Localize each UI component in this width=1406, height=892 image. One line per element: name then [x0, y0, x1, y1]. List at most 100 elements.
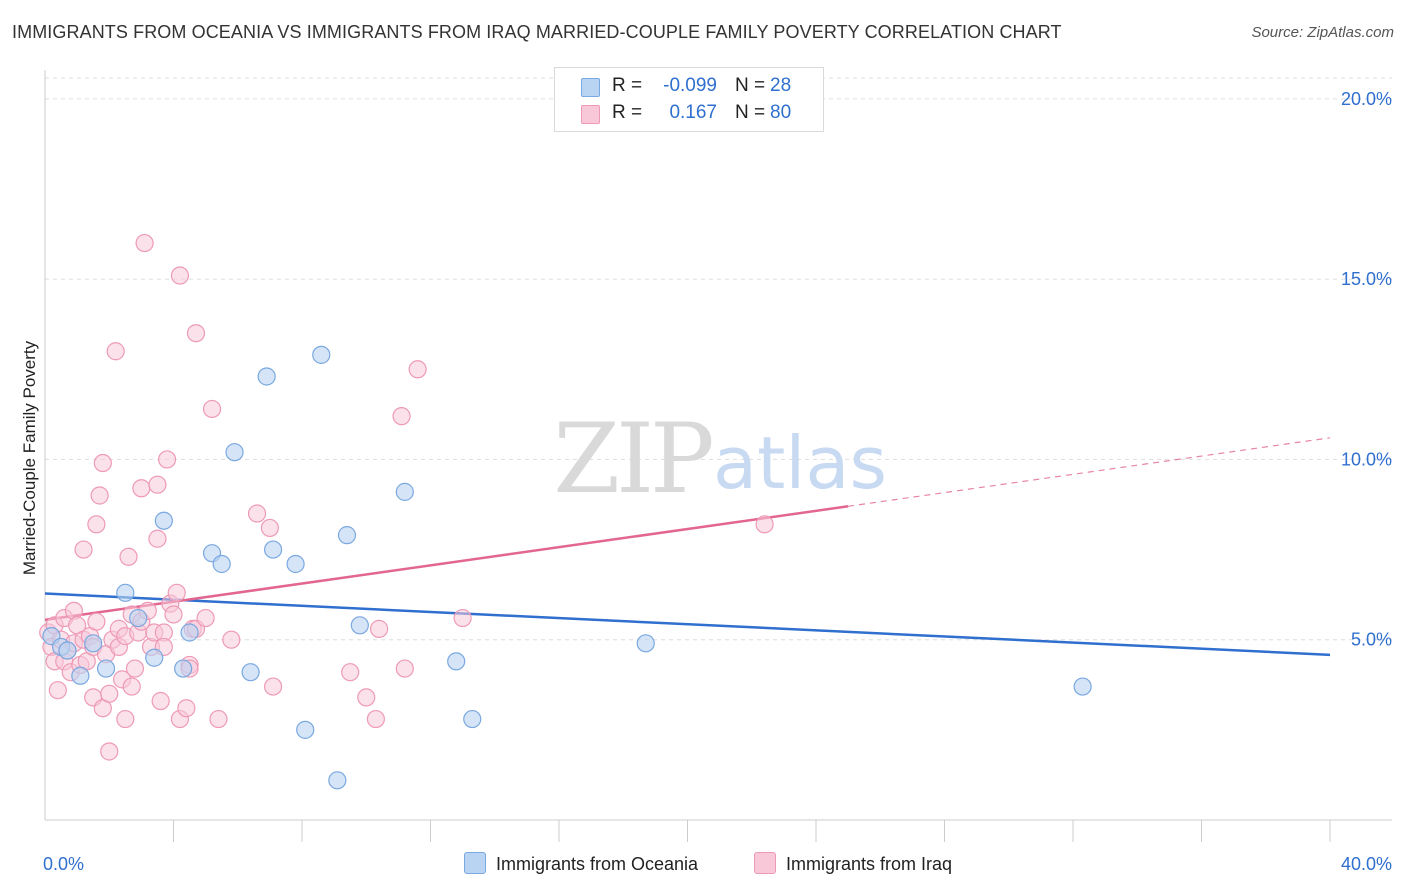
- y-tick-label: 20.0%: [1341, 89, 1392, 109]
- iraq-point: [263, 677, 283, 696]
- iraq-point: [196, 608, 215, 628]
- oceania-point: [180, 623, 199, 642]
- y-tick-label: 15.0%: [1341, 269, 1392, 289]
- iraq-point: [132, 479, 151, 498]
- legend-n-value: 80: [770, 102, 792, 123]
- iraq-point: [148, 529, 167, 548]
- oceania-point: [116, 583, 135, 602]
- iraq-point: [341, 663, 360, 682]
- oceania-trend-line: [44, 592, 1331, 657]
- iraq-point: [453, 608, 472, 628]
- oceania-point: [84, 634, 103, 653]
- oceania-point: [257, 367, 276, 386]
- legend-n-value: 28: [770, 75, 792, 96]
- iraq-point: [100, 684, 119, 703]
- iraq-legend-label: Immigrants from Iraq: [786, 854, 953, 874]
- legend-r-value: -0.099: [663, 75, 717, 96]
- series-oceania-points: [42, 345, 1092, 790]
- oceania-point: [286, 554, 305, 574]
- legend-n-label: N =: [735, 75, 766, 96]
- stats-legend: R = -0.099 N = 28 R = 0.167 N = 80: [554, 67, 824, 132]
- oceania-point: [350, 616, 369, 635]
- iraq-point: [135, 233, 154, 253]
- iraq-point: [48, 681, 67, 700]
- oceania-point: [447, 652, 466, 671]
- grid-lines: [45, 77, 1392, 641]
- oceania-point: [225, 443, 244, 462]
- bottom-legend-iraq: Immigrants from Iraq: [754, 852, 952, 875]
- oceania-legend-swatch: [464, 852, 486, 874]
- oceania-point: [263, 540, 283, 559]
- iraq-point: [164, 605, 183, 624]
- iraq-point: [370, 619, 389, 638]
- watermark-zip: ZIP: [553, 403, 712, 515]
- iraq-point: [87, 515, 106, 534]
- legend-r-value: 0.167: [669, 102, 717, 123]
- iraq-point: [260, 518, 279, 538]
- oceania-point: [145, 648, 164, 667]
- y-tick-label: 10.0%: [1341, 449, 1392, 469]
- iraq-point: [209, 709, 228, 729]
- iraq-swatch: [581, 105, 600, 124]
- iraq-point: [93, 453, 112, 473]
- iraq-point: [116, 709, 135, 729]
- iraq-point: [157, 450, 177, 469]
- iraq-point: [151, 691, 170, 711]
- oceania-point: [129, 608, 148, 628]
- chart-title: IMMIGRANTS FROM OCEANIA VS IMMIGRANTS FR…: [12, 22, 1062, 42]
- iraq-point: [408, 360, 427, 379]
- legend-r-label: R =: [612, 102, 643, 123]
- iraq-trend-extension: [848, 437, 1331, 507]
- oceania-swatch: [581, 78, 600, 97]
- iraq-point: [122, 677, 141, 696]
- iraq-point: [167, 583, 186, 602]
- iraq-point: [186, 324, 206, 343]
- watermark: ZIP atlas: [553, 403, 887, 515]
- iraq-legend-swatch: [754, 852, 776, 874]
- oceania-point: [312, 345, 331, 364]
- iraq-point: [177, 699, 196, 718]
- oceania-point: [337, 526, 357, 545]
- source-label: Source: ZipAtlas.com: [1251, 24, 1394, 41]
- iraq-point: [125, 659, 145, 678]
- y-tick-label: 5.0%: [1351, 630, 1392, 650]
- axes: [44, 70, 1392, 842]
- watermark-atlas: atlas: [713, 421, 887, 505]
- oceania-point: [463, 709, 482, 729]
- iraq-point: [74, 540, 93, 559]
- oceania-point: [58, 641, 77, 660]
- oceania-point: [296, 720, 315, 739]
- iraq-point: [148, 475, 167, 494]
- iraq-point: [90, 486, 109, 505]
- oceania-point: [96, 659, 116, 678]
- oceania-point: [212, 554, 231, 574]
- legend-row-iraq: R = 0.167 N = 80: [555, 101, 823, 127]
- iraq-point: [392, 407, 411, 426]
- iraq-point: [755, 515, 774, 534]
- iraq-point: [100, 742, 119, 761]
- oceania-point: [395, 482, 414, 501]
- legend-row-oceania: R = -0.099 N = 28: [555, 74, 823, 100]
- iraq-point: [247, 504, 267, 523]
- iraq-point: [202, 399, 222, 419]
- oceania-point: [154, 511, 173, 530]
- oceania-legend-label: Immigrants from Oceania: [496, 854, 699, 874]
- x-tick-label: 0.0%: [43, 854, 84, 874]
- iraq-point: [357, 688, 376, 707]
- y-axis-title: Married-Couple Family Poverty: [20, 340, 39, 576]
- oceania-point: [174, 659, 193, 678]
- tick-labels: 5.0% 10.0% 15.0% 20.0% 0.0% 40.0%: [43, 89, 1392, 874]
- oceania-point: [636, 634, 655, 653]
- oceania-point: [1073, 677, 1092, 696]
- bottom-legend-oceania: Immigrants from Oceania: [464, 852, 698, 875]
- iraq-point: [222, 630, 241, 649]
- iraq-point: [170, 266, 190, 285]
- iraq-point: [106, 342, 125, 361]
- iraq-point: [395, 659, 414, 678]
- iraq-point: [366, 709, 385, 729]
- legend-n-label: N =: [735, 102, 766, 123]
- legend-r-label: R =: [612, 75, 643, 96]
- iraq-point: [119, 547, 138, 566]
- oceania-point: [71, 666, 90, 685]
